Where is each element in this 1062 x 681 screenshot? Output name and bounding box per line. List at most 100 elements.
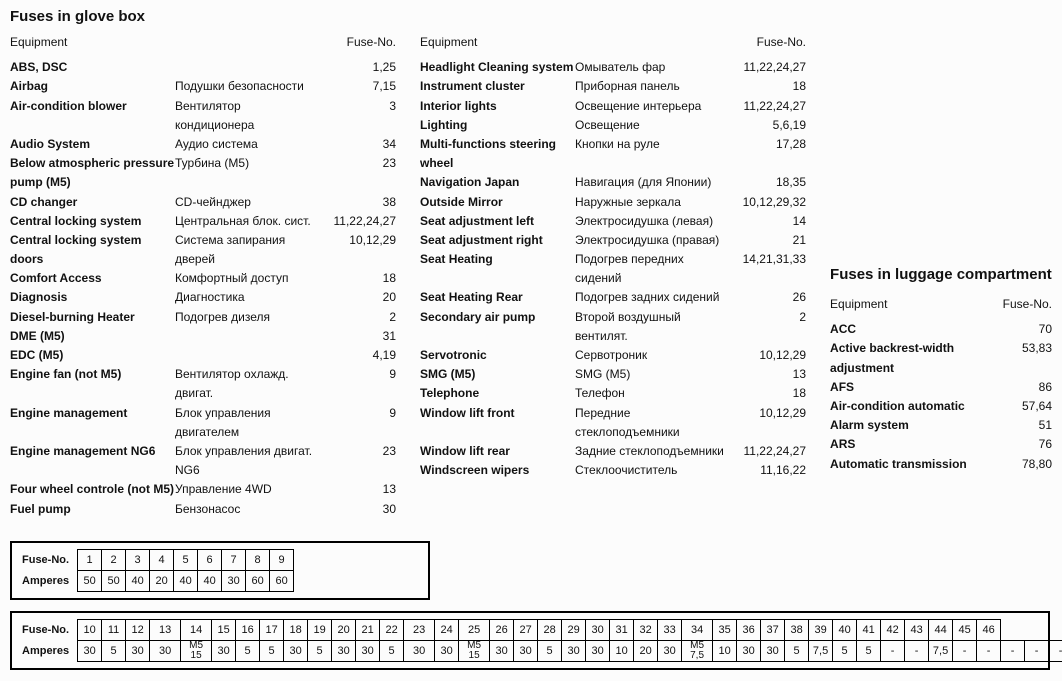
equipment-translation: Бензонасос [175, 500, 316, 519]
fuse-number: 11,16,22 [726, 461, 806, 480]
fuse-no-cell: 13 [150, 619, 181, 640]
fuse-no-cell: 25 [459, 619, 490, 640]
fuse-no-cell: 34 [682, 619, 713, 640]
table-row: ServotronicСервотроник10,12,29 [420, 346, 806, 365]
fuse-number: 9 [316, 404, 396, 423]
fuse-number: 23 [316, 442, 396, 461]
fuse-number: 30 [316, 500, 396, 519]
equipment-name: DME (M5) [10, 327, 175, 346]
table-row: Window lift rearЗадние стеклоподъемники1… [420, 442, 806, 461]
fuse-number: 51 [972, 416, 1052, 435]
fuse-no-cell: 3 [126, 549, 150, 570]
equipment-name: Fuel pump [10, 500, 175, 519]
fuse-number: 1,25 [316, 58, 396, 77]
table-row: Secondary air pumpВторой воздушный венти… [420, 308, 806, 346]
equipment-translation: Подогрев передних сидений [575, 250, 726, 288]
fuse-no-cell: 7 [222, 549, 246, 570]
fuse-number: 31 [316, 327, 396, 346]
fuse-number: 14 [726, 212, 806, 231]
col2-header: Equipment Fuse-No. [420, 33, 806, 52]
amperes-label: Amperes [20, 640, 78, 661]
amperes-cell: 30 [284, 640, 308, 661]
fuse-number: 11,22,24,27 [726, 442, 806, 461]
equipment-translation: Электросидушка (левая) [575, 212, 726, 231]
fuse-number: 11,22,24,27 [316, 212, 396, 231]
fuse-no-cell: 21 [356, 619, 380, 640]
table-row: SMG (M5)SMG (M5)13 [420, 365, 806, 384]
equipment-name: Seat Heating Rear [420, 288, 575, 307]
fuse-number: 13 [316, 480, 396, 499]
fuse-no-cell: 8 [246, 549, 270, 570]
fuse-number: 78,80 [972, 455, 1052, 474]
equipment-translation: Вентилятор охлажд. двигат. [175, 365, 316, 403]
col3-header: Equipment Fuse-No. [830, 295, 1052, 314]
equipment-name: Window lift front [420, 404, 575, 423]
equipment-name: Four wheel controle (not M5) [10, 480, 175, 499]
col3-hdr-equipment: Equipment [830, 295, 972, 314]
fuse-no-cell: 40 [833, 619, 857, 640]
amperes-cell: 5 [857, 640, 881, 661]
fuse-number: 18 [726, 384, 806, 403]
table-row: Comfort AccessКомфортный доступ18 [10, 269, 396, 288]
fuse-no-cell: 17 [260, 619, 284, 640]
equipment-translation: Вентилятор кондиционера [175, 97, 316, 135]
equipment-translation: Подогрев дизеля [175, 308, 316, 327]
amperes-cell: M515 [459, 640, 490, 661]
equipment-name: AFS [830, 378, 972, 397]
equipment-name: Air-condition automatic [830, 397, 972, 416]
equipment-translation: Аудио система [175, 135, 316, 154]
fuse-number: 21 [726, 231, 806, 250]
fuse-number: 10,12,29 [316, 231, 396, 250]
table-row: Engine managementБлок управления двигате… [10, 404, 396, 442]
equipment-name: Diesel-burning Heater [10, 308, 175, 327]
equipment-name: Outside Mirror [420, 193, 575, 212]
amperes-cell: - [881, 640, 905, 661]
equipment-name: Diagnosis [10, 288, 175, 307]
equipment-name: Seat Heating [420, 250, 575, 269]
equipment-translation: Наружные зеркала [575, 193, 726, 212]
amperes-cell: 30 [126, 640, 150, 661]
amperes-cell: 5 [260, 640, 284, 661]
table-row: Active backrest-width adjustment53,83 [830, 339, 1052, 377]
equipment-name: Engine management NG6 [10, 442, 175, 461]
fuse-no-cell: 46 [977, 619, 1001, 640]
col2-hdr-equipment: Equipment [420, 33, 575, 52]
fuse-number: 26 [726, 288, 806, 307]
table-row: Outside MirrorНаружные зеркала10,12,29,3… [420, 193, 806, 212]
equipment-name: Below atmospheric pressure pump (M5) [10, 154, 175, 192]
fuse-number: 2 [316, 308, 396, 327]
table-row: Air-condition blowerВентилятор кондицион… [10, 97, 396, 135]
fuse-no-cell: 20 [332, 619, 356, 640]
amperes-cell: 40 [198, 570, 222, 591]
fuse-no-cell: 5 [174, 549, 198, 570]
equipment-translation: Задние стеклоподъемники [575, 442, 726, 461]
fuse-number: 18 [726, 77, 806, 96]
fuse-number: 4,19 [316, 346, 396, 365]
fuse-no-cell: 2 [102, 549, 126, 570]
amperes-cell: 20 [150, 570, 174, 591]
fuse-number: 5,6,19 [726, 116, 806, 135]
fuse-number: 7,15 [316, 77, 396, 96]
amperes-cell: 50 [78, 570, 102, 591]
table-row: Multi-functions steering wheelКнопки на … [420, 135, 806, 173]
table-row: CD changerCD-чейнджер38 [10, 193, 396, 212]
fuse-number: 11,22,24,27 [726, 58, 806, 77]
table-row: Below atmospheric pressure pump (M5)Турб… [10, 154, 396, 192]
amperes-cell: 40 [126, 570, 150, 591]
fuse-no-cell: 37 [761, 619, 785, 640]
amperes-cell: 30 [737, 640, 761, 661]
fuse-number: 17,28 [726, 135, 806, 154]
col3-hdr-fuseno: Fuse-No. [972, 295, 1052, 314]
fuse-no-cell: 27 [514, 619, 538, 640]
amperes-cell: - [953, 640, 977, 661]
equipment-name: Telephone [420, 384, 575, 403]
fuse-number: 10,12,29,32 [726, 193, 806, 212]
fuse-no-cell: 9 [270, 549, 294, 570]
luggage-title: Fuses in luggage compartment [830, 263, 1052, 287]
table-row: Window lift frontПередние стеклоподъемни… [420, 404, 806, 442]
fuse-table-2: Fuse-No.10111213141516171819202122232425… [20, 619, 1062, 662]
equipment-name: CD changer [10, 193, 175, 212]
table-row: Audio SystemАудио система34 [10, 135, 396, 154]
table-row: Engine management NG6Блок управления дви… [10, 442, 396, 480]
table-row: Seat HeatingПодогрев передних сидений14,… [420, 250, 806, 288]
